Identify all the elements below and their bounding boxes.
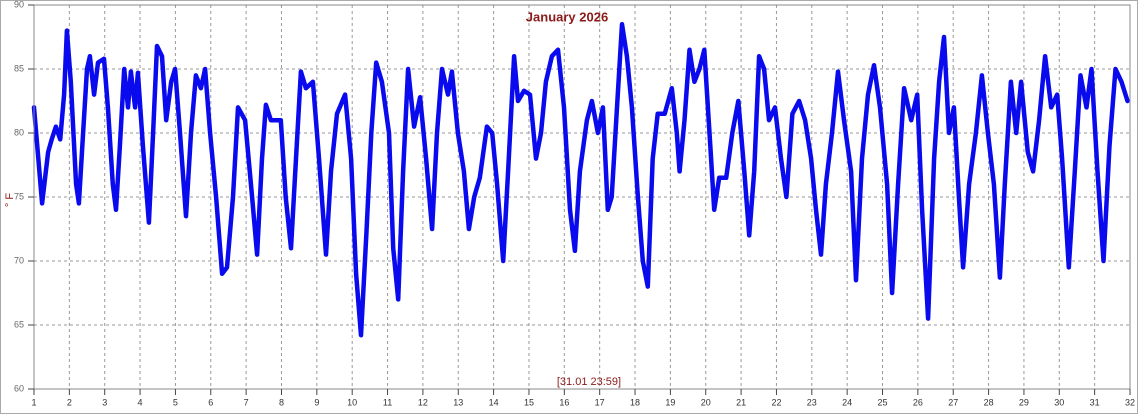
x-tick-label: 17 (595, 397, 605, 407)
x-tick-label: 6 (208, 397, 213, 407)
annotation: [31.01 23:59] (557, 376, 621, 388)
x-tick-label: 24 (842, 397, 852, 407)
x-tick-label: 31 (1090, 397, 1100, 407)
temperature-line (31, 21, 1130, 338)
x-tick-label: 5 (173, 397, 178, 407)
x-tick-label: 29 (1019, 397, 1029, 407)
x-tick-label: 18 (630, 397, 640, 407)
x-tick-label: 26 (913, 397, 923, 407)
y-axis-label: ° F (4, 193, 16, 207)
y-tick-label: 70 (14, 255, 24, 265)
y-tick-label: 90 (14, 0, 24, 9)
x-tick-label: 11 (383, 397, 392, 407)
x-tick-label: 16 (559, 397, 569, 407)
x-tick-label: 23 (807, 397, 817, 407)
x-tick-label: 32 (1125, 397, 1135, 407)
x-tick-label: 19 (665, 397, 675, 407)
x-tick-label: 25 (878, 397, 888, 407)
x-tick-label: 15 (524, 397, 534, 407)
chart-title: January 2026 (526, 9, 608, 24)
x-tick-label: 9 (314, 397, 319, 407)
x-tick-label: 8 (279, 397, 284, 407)
x-tick-label: 14 (489, 397, 499, 407)
x-tick-label: 28 (984, 397, 994, 407)
y-tick-label: 65 (14, 319, 24, 329)
y-tick-label: 60 (14, 383, 24, 393)
x-tick-label: 30 (1054, 397, 1064, 407)
y-tick-label: 80 (14, 127, 24, 137)
x-tick-label: 7 (244, 397, 249, 407)
x-tick-label: 1 (31, 397, 36, 407)
x-tick-label: 22 (771, 397, 781, 407)
plot (31, 21, 1130, 338)
y-tick-label: 85 (14, 63, 24, 73)
x-tick-label: 4 (138, 397, 143, 407)
y-tick-label: 75 (14, 191, 24, 201)
x-tick-label: 21 (736, 397, 746, 407)
x-tick-label: 20 (701, 397, 711, 407)
x-tick-label: 2 (67, 397, 72, 407)
x-tick-label: 10 (347, 397, 357, 407)
x-tick-label: 27 (948, 397, 958, 407)
x-tick-label: 3 (102, 397, 107, 407)
x-tick-label: 12 (418, 397, 428, 407)
x-tick-label: 13 (453, 397, 463, 407)
